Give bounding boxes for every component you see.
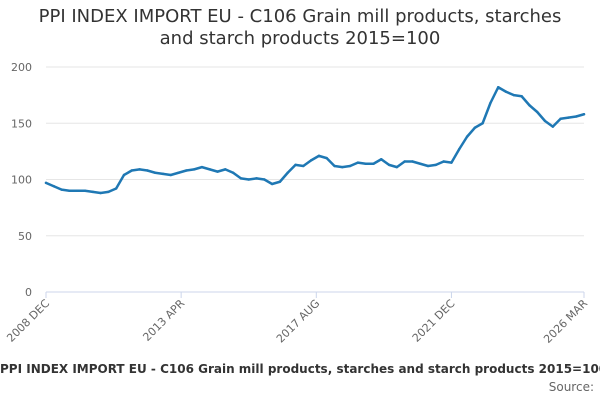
data-point[interactable] — [536, 110, 539, 114]
data-point[interactable] — [380, 158, 383, 161]
data-point[interactable] — [153, 171, 157, 174]
data-point[interactable] — [169, 173, 172, 177]
data-point[interactable] — [161, 172, 165, 176]
footer-title: PPI INDEX IMPORT EU - C106 Grain mill pr… — [0, 362, 600, 376]
data-point[interactable] — [387, 163, 391, 167]
data-point[interactable] — [481, 122, 484, 125]
data-point[interactable] — [130, 169, 133, 172]
data-point[interactable] — [575, 115, 578, 118]
data-point[interactable] — [442, 160, 445, 163]
data-point[interactable] — [270, 182, 274, 186]
data-point[interactable] — [224, 168, 227, 171]
y-tick-label: 100 — [11, 174, 32, 187]
data-point[interactable] — [489, 101, 492, 105]
y-tick-label: 150 — [11, 117, 32, 130]
data-point[interactable] — [411, 160, 414, 163]
data-point[interactable] — [122, 173, 126, 177]
data-point[interactable] — [146, 169, 149, 172]
x-axis-tick-labels: 2008 DEC 2013 APR 2017 AUG 2021 DEC 2026 MAR — [4, 297, 590, 346]
data-point[interactable] — [247, 178, 250, 181]
data-point[interactable] — [434, 163, 438, 167]
data-point[interactable] — [317, 154, 321, 158]
data-point[interactable] — [114, 187, 118, 190]
data-point[interactable] — [44, 181, 48, 185]
data-point[interactable] — [231, 171, 235, 174]
data-point[interactable] — [185, 169, 188, 172]
data-point[interactable] — [458, 147, 461, 151]
data-point[interactable] — [528, 104, 531, 107]
data-point[interactable] — [395, 165, 399, 169]
x-tick-label: 2017 AUG — [274, 297, 323, 346]
data-point[interactable] — [75, 189, 79, 192]
data-point[interactable] — [551, 125, 555, 128]
chart-title: PPI INDEX IMPORT EU - C106 Grain mill pr… — [0, 6, 600, 50]
x-axis — [45, 291, 585, 298]
footer-source: Source: — [548, 380, 594, 394]
data-point[interactable] — [325, 156, 328, 160]
data-point[interactable] — [356, 161, 360, 164]
y-tick-label: 50 — [18, 230, 32, 243]
data-point[interactable] — [138, 168, 141, 171]
data-point[interactable] — [216, 170, 219, 173]
data-point[interactable] — [239, 177, 243, 180]
data-point[interactable] — [426, 164, 430, 168]
data-point[interactable] — [294, 163, 297, 167]
x-tick-label: 2021 DEC — [410, 297, 458, 345]
x-tick-label: 2026 MAR — [541, 297, 590, 346]
data-point[interactable] — [302, 164, 305, 168]
y-tick-label: 0 — [25, 286, 32, 299]
x-tick-label: 2013 APR — [140, 297, 187, 344]
data-point[interactable] — [497, 86, 500, 89]
data-point[interactable] — [60, 188, 63, 191]
data-point[interactable] — [309, 159, 313, 162]
series-line-0 — [44, 86, 586, 195]
data-point[interactable] — [278, 180, 282, 183]
series-group — [44, 86, 586, 195]
data-point[interactable] — [91, 190, 94, 194]
data-point[interactable] — [465, 135, 469, 138]
data-point[interactable] — [512, 93, 516, 97]
data-point[interactable] — [520, 95, 523, 98]
data-point[interactable] — [99, 191, 102, 195]
data-point[interactable] — [364, 162, 367, 165]
data-point[interactable] — [559, 117, 562, 120]
data-point[interactable] — [567, 116, 570, 119]
chart-title-line-1: PPI INDEX IMPORT EU - C106 Grain mill pr… — [38, 6, 562, 27]
data-point[interactable] — [333, 164, 336, 168]
data-point[interactable] — [255, 177, 258, 180]
data-point[interactable] — [68, 189, 71, 192]
data-point[interactable] — [286, 171, 289, 174]
data-point[interactable] — [263, 178, 266, 181]
data-point[interactable] — [450, 161, 453, 164]
gridlines — [46, 66, 584, 293]
data-point[interactable] — [372, 162, 375, 165]
data-point[interactable] — [177, 171, 180, 174]
y-tick-label: 200 — [11, 61, 32, 74]
data-point[interactable] — [192, 168, 196, 171]
data-point[interactable] — [419, 162, 422, 165]
data-point[interactable] — [107, 190, 110, 194]
data-point[interactable] — [403, 160, 406, 163]
data-point[interactable] — [504, 90, 508, 93]
data-point[interactable] — [200, 165, 204, 169]
y-axis-tick-labels: 0 50 100 150 200 — [11, 61, 32, 299]
data-point[interactable] — [83, 189, 87, 192]
data-point[interactable] — [348, 164, 352, 168]
data-point[interactable] — [473, 126, 477, 129]
data-point[interactable] — [582, 113, 586, 116]
data-point[interactable] — [208, 168, 211, 171]
data-point[interactable] — [341, 165, 344, 169]
data-point[interactable] — [52, 185, 55, 188]
chart-title-line-2: and starch products 2015=100 — [159, 28, 441, 49]
x-tick-label: 2008 DEC — [4, 297, 52, 345]
data-point[interactable] — [543, 119, 547, 123]
